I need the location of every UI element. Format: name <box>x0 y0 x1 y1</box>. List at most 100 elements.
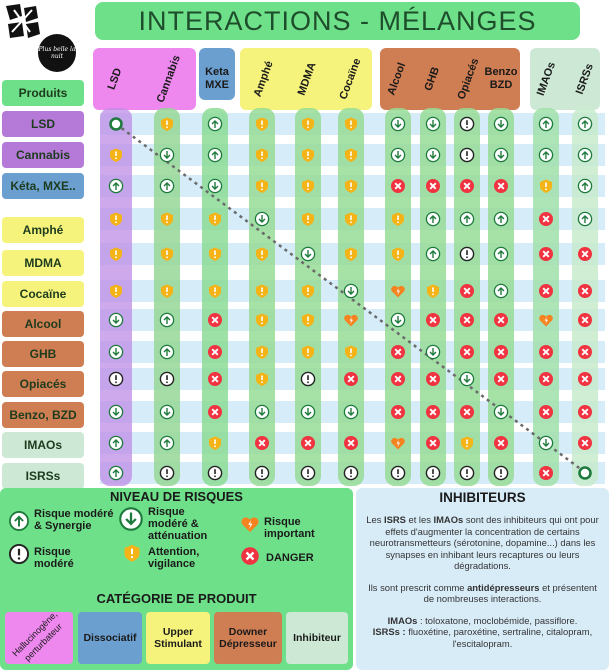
risque-modere-icon <box>459 465 475 481</box>
danger-icon <box>538 211 554 227</box>
danger-icon <box>459 404 475 420</box>
vigilance-icon <box>343 178 359 194</box>
legend-vigilance-icon <box>122 543 142 568</box>
risque-important-icon <box>390 435 406 451</box>
danger-icon <box>538 371 554 387</box>
risque-modere-icon <box>343 465 359 481</box>
synergie-icon <box>459 211 475 227</box>
legend-panel: NIVEAU DE RISQUES Risque modéré & Synerg… <box>0 488 353 670</box>
column-header-lsd: LSD <box>105 66 125 92</box>
vigilance-icon <box>207 246 223 262</box>
danger-icon <box>343 371 359 387</box>
synergie-icon <box>493 246 509 262</box>
danger-icon <box>493 344 509 360</box>
niveau-title: NIVEAU DE RISQUES <box>110 489 243 504</box>
danger-icon <box>390 404 406 420</box>
risque-modere-icon <box>108 371 124 387</box>
header-group-stimulant <box>240 48 372 110</box>
synergie-icon <box>207 116 223 132</box>
danger-icon <box>459 178 475 194</box>
danger-icon <box>207 344 223 360</box>
header-group-hallucinogene <box>93 48 196 110</box>
attenuation-icon <box>254 211 270 227</box>
attenuation-icon <box>108 404 124 420</box>
danger-icon <box>300 435 316 451</box>
danger-icon <box>577 435 593 451</box>
synergie-icon <box>493 211 509 227</box>
column-header-cannabis: Cannabis <box>154 53 184 105</box>
vigilance-icon <box>390 246 406 262</box>
attenuation-icon <box>300 404 316 420</box>
row-label: MDMA <box>2 250 84 276</box>
danger-icon <box>425 371 441 387</box>
danger-icon <box>425 404 441 420</box>
logo-icon <box>6 4 40 38</box>
attenuation-icon <box>159 404 175 420</box>
risque-modere-icon <box>425 465 441 481</box>
vigilance-icon <box>300 312 316 328</box>
vigilance-icon <box>343 246 359 262</box>
attenuation-icon <box>493 116 509 132</box>
danger-icon <box>577 312 593 328</box>
vigilance-icon <box>343 211 359 227</box>
column-header-opiaces: Opiacés <box>455 56 481 102</box>
attenuation-icon <box>538 435 554 451</box>
category-inhibiteur: Inhibiteur <box>286 612 348 664</box>
danger-icon <box>459 283 475 299</box>
danger-icon <box>493 312 509 328</box>
synergie-icon <box>159 178 175 194</box>
vigilance-icon <box>207 211 223 227</box>
vigilance-icon <box>108 147 124 163</box>
synergie-icon <box>493 283 509 299</box>
danger-icon <box>577 371 593 387</box>
vigilance-icon <box>159 283 175 299</box>
attenuation-icon <box>390 312 406 328</box>
synergie-icon <box>538 147 554 163</box>
danger-icon <box>577 246 593 262</box>
attenuation-icon <box>425 344 441 360</box>
danger-icon <box>538 465 554 481</box>
synergie-icon <box>425 246 441 262</box>
vigilance-icon <box>159 116 175 132</box>
column-header-isrss: ISRSs <box>573 62 597 96</box>
category-dissociatif: Dissociatif <box>78 612 142 664</box>
synergie-icon <box>207 147 223 163</box>
synergie-icon <box>108 435 124 451</box>
header-group-dissociatif <box>199 48 235 100</box>
risque-modere-icon <box>459 246 475 262</box>
header-group-inhibiteur <box>530 48 600 110</box>
row-label: Kéta, MXE.. <box>2 173 84 199</box>
synergie-icon <box>538 116 554 132</box>
vigilance-icon <box>108 246 124 262</box>
legend-synergie-text: Risque modéré & Synergie <box>34 508 114 532</box>
column-header-cocaine: Cocaïne <box>337 56 363 102</box>
risque-modere-icon <box>300 465 316 481</box>
inhibiteurs-para-3: IMAOs : toloxatone, moclobémide, passifl… <box>372 614 593 649</box>
inhibiteurs-text: Les ISRS et les IMAOs sont des inhibiteu… <box>362 514 603 649</box>
danger-icon <box>538 283 554 299</box>
inhibiteurs-title: INHIBITEURS <box>439 490 526 505</box>
risque-modere-icon <box>300 371 316 387</box>
attenuation-icon <box>390 116 406 132</box>
vigilance-icon <box>459 435 475 451</box>
legend-important-text: Risque important <box>264 516 315 540</box>
synergie-icon <box>577 147 593 163</box>
vigilance-icon <box>390 211 406 227</box>
danger-icon <box>538 344 554 360</box>
attenuation-icon <box>343 404 359 420</box>
danger-icon <box>577 404 593 420</box>
attenuation-icon <box>425 116 441 132</box>
vigilance-icon <box>254 371 270 387</box>
synergie-icon <box>159 435 175 451</box>
column-header-imaos: IMAOs <box>534 60 558 98</box>
danger-icon <box>390 178 406 194</box>
column-header-ghb: GHB <box>422 65 442 93</box>
legend-modere-icon <box>8 543 30 570</box>
danger-icon <box>493 178 509 194</box>
danger-icon <box>390 344 406 360</box>
inhibiteurs-panel: INHIBITEURS Les ISRS et les IMAOs sont d… <box>356 488 609 670</box>
row-label: ISRSs <box>2 463 84 489</box>
vigilance-icon <box>254 116 270 132</box>
category-hallucinogene: Hallucinogène, perturbateur <box>5 609 73 664</box>
row-label: GHB <box>2 341 84 367</box>
